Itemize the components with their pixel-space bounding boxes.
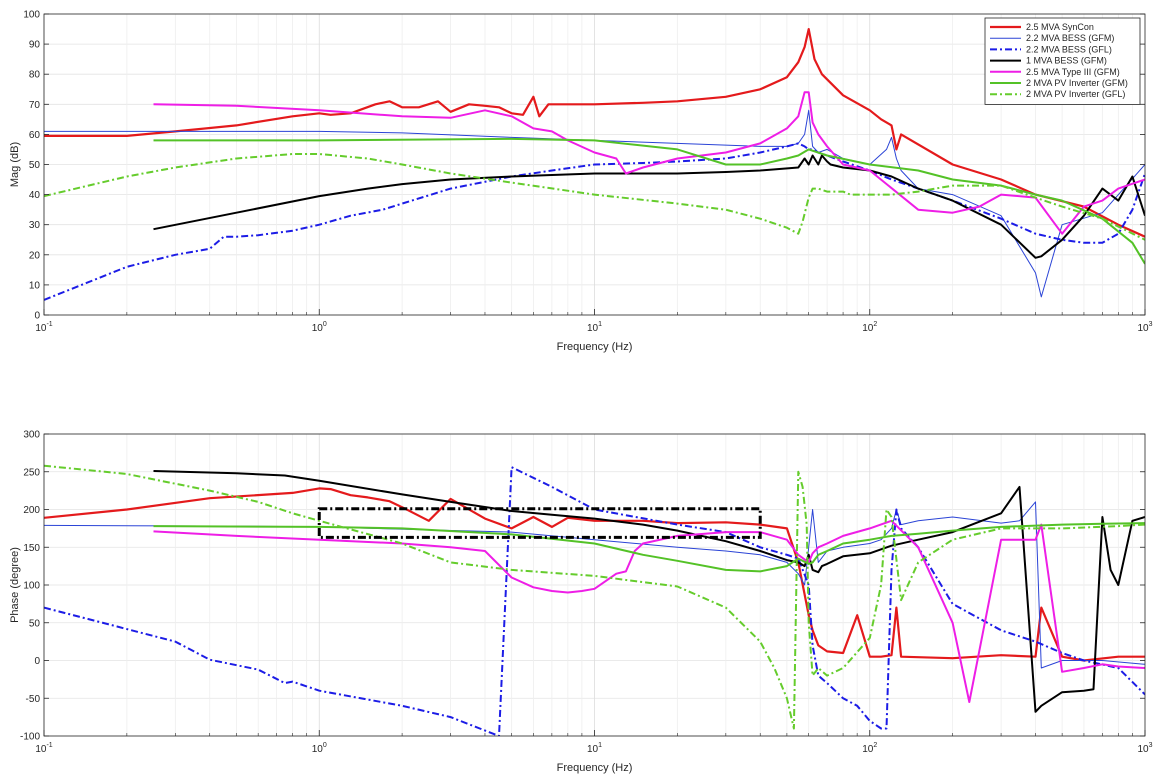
series-line-2-mva-pv-inverter-gfm <box>153 522 1145 573</box>
y-tick-label: 250 <box>23 467 40 478</box>
x-tick-label: 103 <box>1137 321 1152 334</box>
y-axis-label: Phase (degree) <box>9 547 21 623</box>
y-tick-label: 100 <box>23 10 40 21</box>
x-tick-label: 100 <box>312 321 327 334</box>
legend-label-2-2-mva-bess-gfm: 2.2 MVA BESS (GFM) <box>1026 33 1114 43</box>
y-tick-label: 50 <box>29 160 41 171</box>
y-tick-label: 150 <box>23 543 40 554</box>
y-tick-label: 100 <box>23 581 40 592</box>
x-tick-label: 10-1 <box>35 742 52 755</box>
x-tick-label: 102 <box>862 742 877 755</box>
x-tick-label: 102 <box>862 321 877 334</box>
series-line-2-5-mva-type-iii-gfm <box>153 519 1145 703</box>
y-tick-label: 10 <box>29 280 41 291</box>
y-tick-label: 90 <box>29 40 41 51</box>
y-tick-label: 40 <box>29 190 41 201</box>
x-tick-label: 101 <box>587 321 602 334</box>
series-line-2-5-mva-type-iii-gfm <box>153 91 1145 235</box>
legend-label-2-mva-pv-inverter-gfm: 2 MVA PV Inverter (GFM) <box>1026 78 1128 88</box>
series-group <box>44 28 1145 301</box>
legend-label-2-mva-pv-inverter-gfl: 2 MVA PV Inverter (GFL) <box>1026 89 1125 99</box>
y-tick-label: -50 <box>26 694 41 705</box>
legend-label-2-5-mva-syncon: 2.5 MVA SynCon <box>1026 22 1094 32</box>
x-tick-label: 103 <box>1137 742 1152 755</box>
y-tick-label: 80 <box>29 70 41 81</box>
series-line-2-2-mva-bess-gfl <box>44 142 1145 301</box>
y-tick-label: 200 <box>23 505 40 516</box>
y-axis-label: Mag (dB) <box>9 142 21 187</box>
series-line-2-mva-pv-inverter-gfl <box>44 464 1145 730</box>
y-tick-label: 70 <box>29 100 41 111</box>
chart-2: -100 -50 0 50 100 150 200 250 300 10-1 100 101 102 10… <box>9 430 1153 774</box>
highlight-box <box>317 507 762 539</box>
y-tick-label: 0 <box>34 656 40 667</box>
legend-label-2-2-mva-bess-gfl: 2.2 MVA BESS (GFL) <box>1026 44 1112 54</box>
y-tick-label: -100 <box>20 732 40 743</box>
legend-label-2-5-mva-type-iii-gfm: 2.5 MVA Type III (GFM) <box>1026 67 1120 77</box>
y-tick-label: 0 <box>34 311 40 322</box>
y-tick-label: 300 <box>23 430 40 441</box>
legend-label-1-mva-bess-gfm: 1 MVA BESS (GFM) <box>1026 56 1107 66</box>
x-axis-label: Frequency (Hz) <box>557 762 633 774</box>
y-tick-label: 30 <box>29 220 41 231</box>
chart-1: 0 10 20 30 40 50 60 70 80 90 100 10-1 100 101 102 103 Fr… <box>9 10 1153 354</box>
series-line-2-mva-pv-inverter-gfl <box>44 153 1145 241</box>
x-axis-label: Frequency (Hz) <box>557 341 633 353</box>
series-group <box>44 464 1145 736</box>
series-line-2-5-mva-syncon <box>44 28 1145 238</box>
y-tick-label: 20 <box>29 250 41 261</box>
x-tick-label: 10-1 <box>35 321 52 334</box>
series-line-1-mva-bess-gfm <box>153 154 1145 259</box>
series-line-1-mva-bess-gfm <box>153 470 1145 713</box>
y-tick-label: 50 <box>29 618 41 629</box>
x-tick-label: 101 <box>587 742 602 755</box>
series-line-2-2-mva-bess-gfl <box>44 466 1145 736</box>
x-tick-label: 100 <box>312 742 327 755</box>
series-line-2-5-mva-syncon <box>44 487 1145 662</box>
series-line-2-mva-pv-inverter-gfm <box>153 137 1145 265</box>
y-tick-label: 60 <box>29 130 41 141</box>
